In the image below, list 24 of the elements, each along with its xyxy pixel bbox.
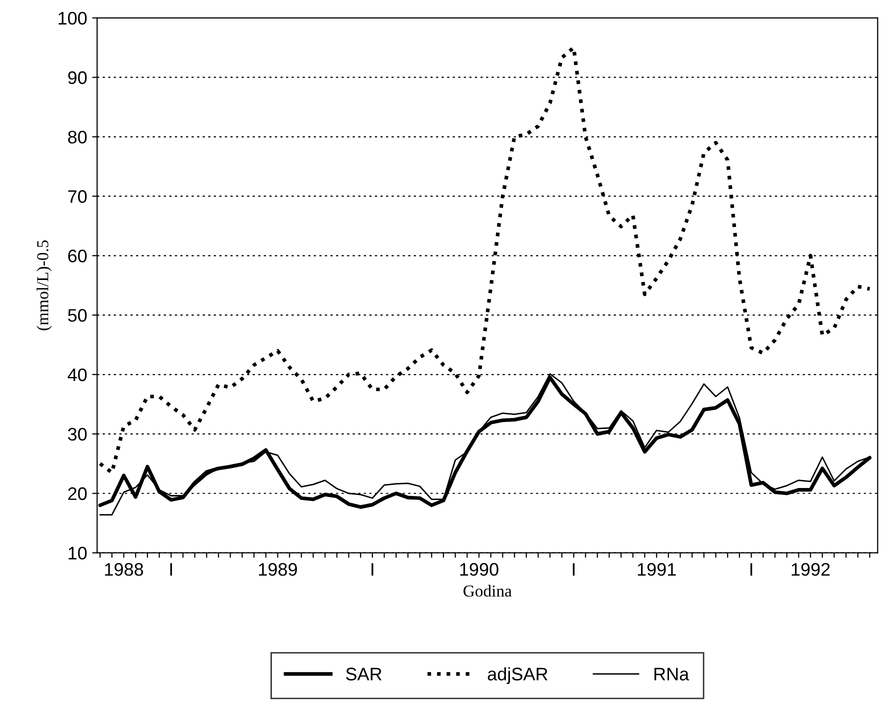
x-tick-label: 1989 [258,563,297,576]
x-tick-label: 1988 [105,563,144,576]
legend-label: RNa [654,668,690,680]
x-tick-label: 1990 [460,563,498,576]
x-tick-label: I [170,563,172,576]
y-tick-label: 10 [68,546,87,560]
x-axis-title: Godina [464,584,512,597]
y-axis-title: (mmol/L)-0.5 [36,240,52,330]
x-tick-label: I [572,563,575,576]
x-tick-label: 1992 [792,563,830,576]
x-tick-label: 1991 [638,563,676,576]
y-tick-label: 90 [68,71,87,84]
y-tick-label: 100 [58,12,87,25]
y-tick-label: 40 [68,368,87,382]
y-tick-label: 60 [68,250,87,262]
legend-label: SAR [346,668,382,680]
legend-label: adjSAR [488,667,548,684]
y-tick-label: 30 [68,428,87,441]
x-tick-label: I [750,563,752,576]
y-tick-label: 50 [68,309,87,322]
y-tick-label: 20 [68,487,87,500]
y-tick-label: 70 [68,190,87,203]
y-tick-label: 80 [68,130,87,144]
x-tick-label: I [372,563,374,576]
